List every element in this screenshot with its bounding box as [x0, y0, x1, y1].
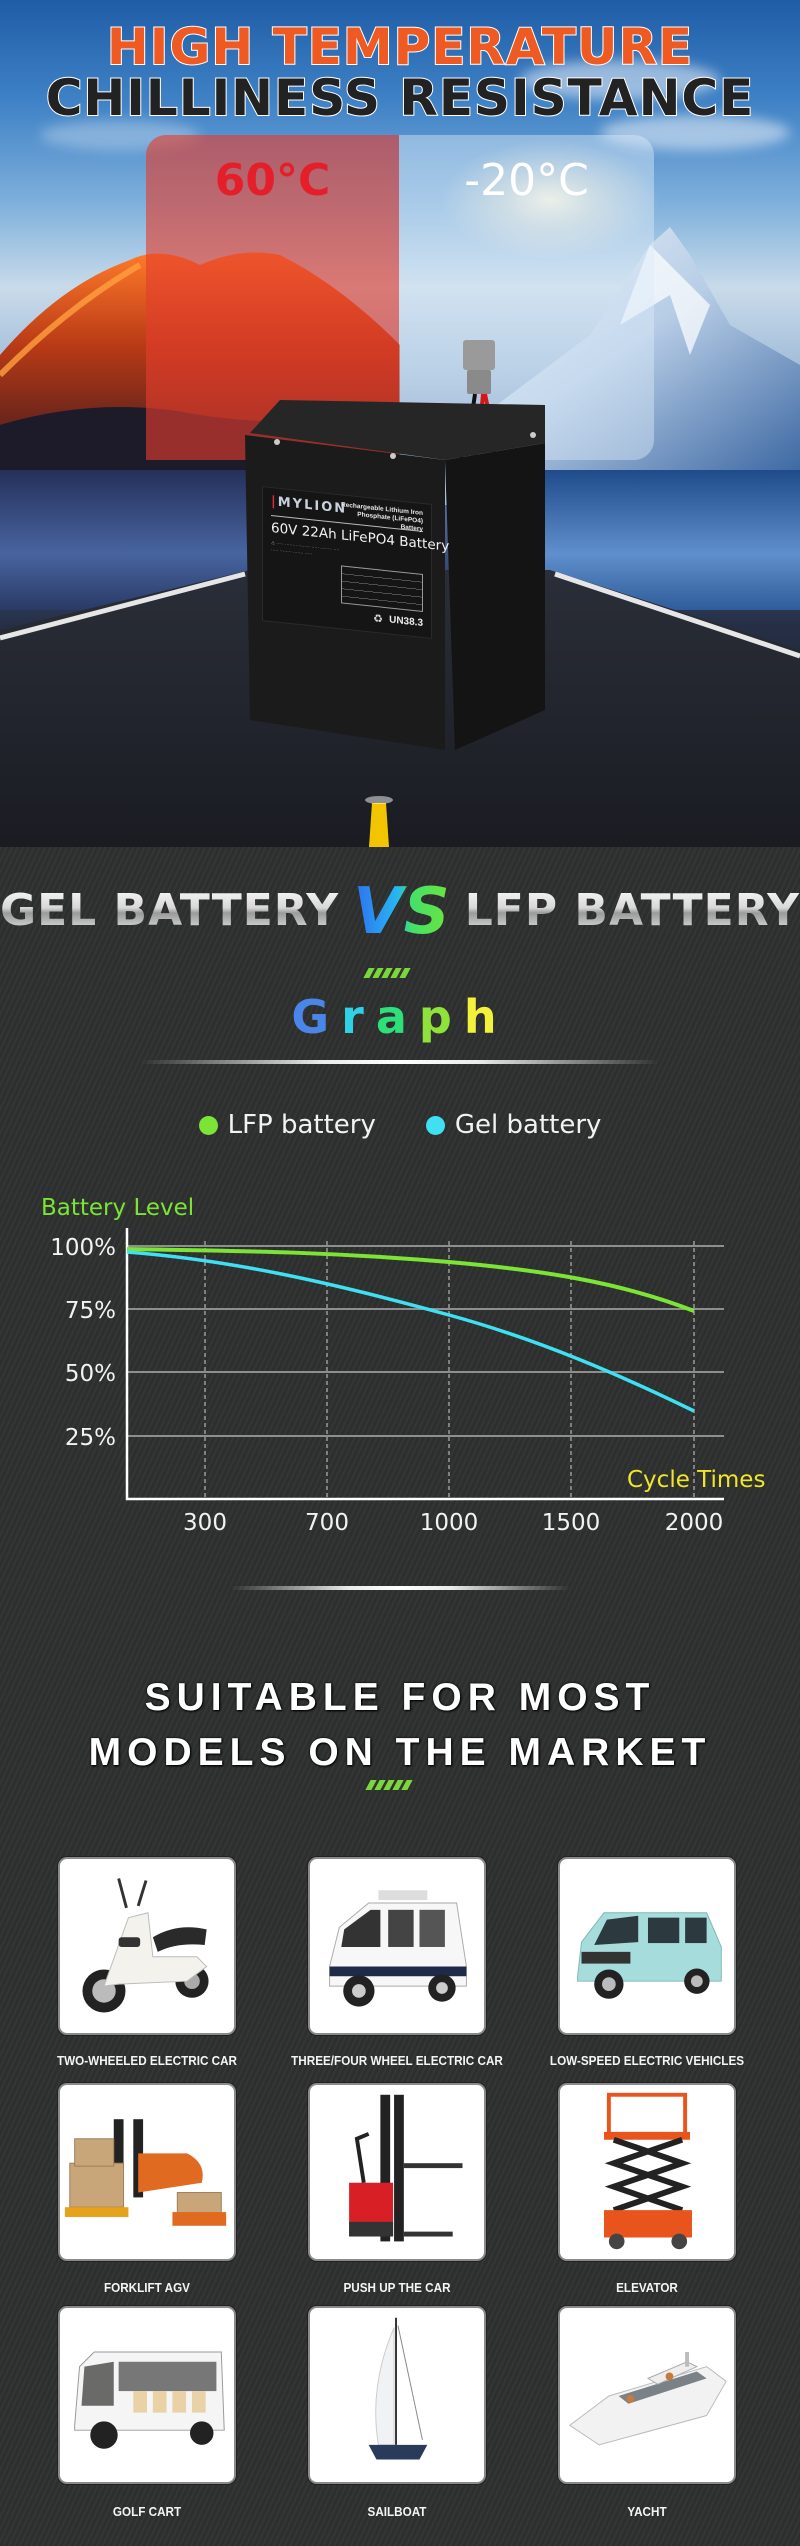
sun-glow [440, 140, 660, 260]
cold-temperature-value: -20°C [464, 155, 589, 206]
hero-title-chilliness-resistance: CHILLINESS RESISTANCE [45, 69, 755, 127]
spec-table [341, 565, 423, 612]
battery-label: |MYLION Rechargeable Lithium Iron Phosph… [262, 486, 449, 639]
hot-temperature-value: 60°C [214, 155, 331, 206]
certification-text: UN38.3 [389, 614, 423, 629]
cloud [600, 115, 790, 150]
hero-banner: HIGH TEMPERATURE CHILLINESS RESISTANCE 6… [0, 0, 800, 847]
hero-title-high-temperature: HIGH TEMPERATURE [106, 18, 694, 76]
cloud [520, 60, 720, 100]
warning-text: ⚠ ····· ········ ········ ····· ········… [271, 540, 340, 557]
comparison-section [0, 847, 800, 2546]
recycle-icon: ♻ [373, 612, 383, 626]
